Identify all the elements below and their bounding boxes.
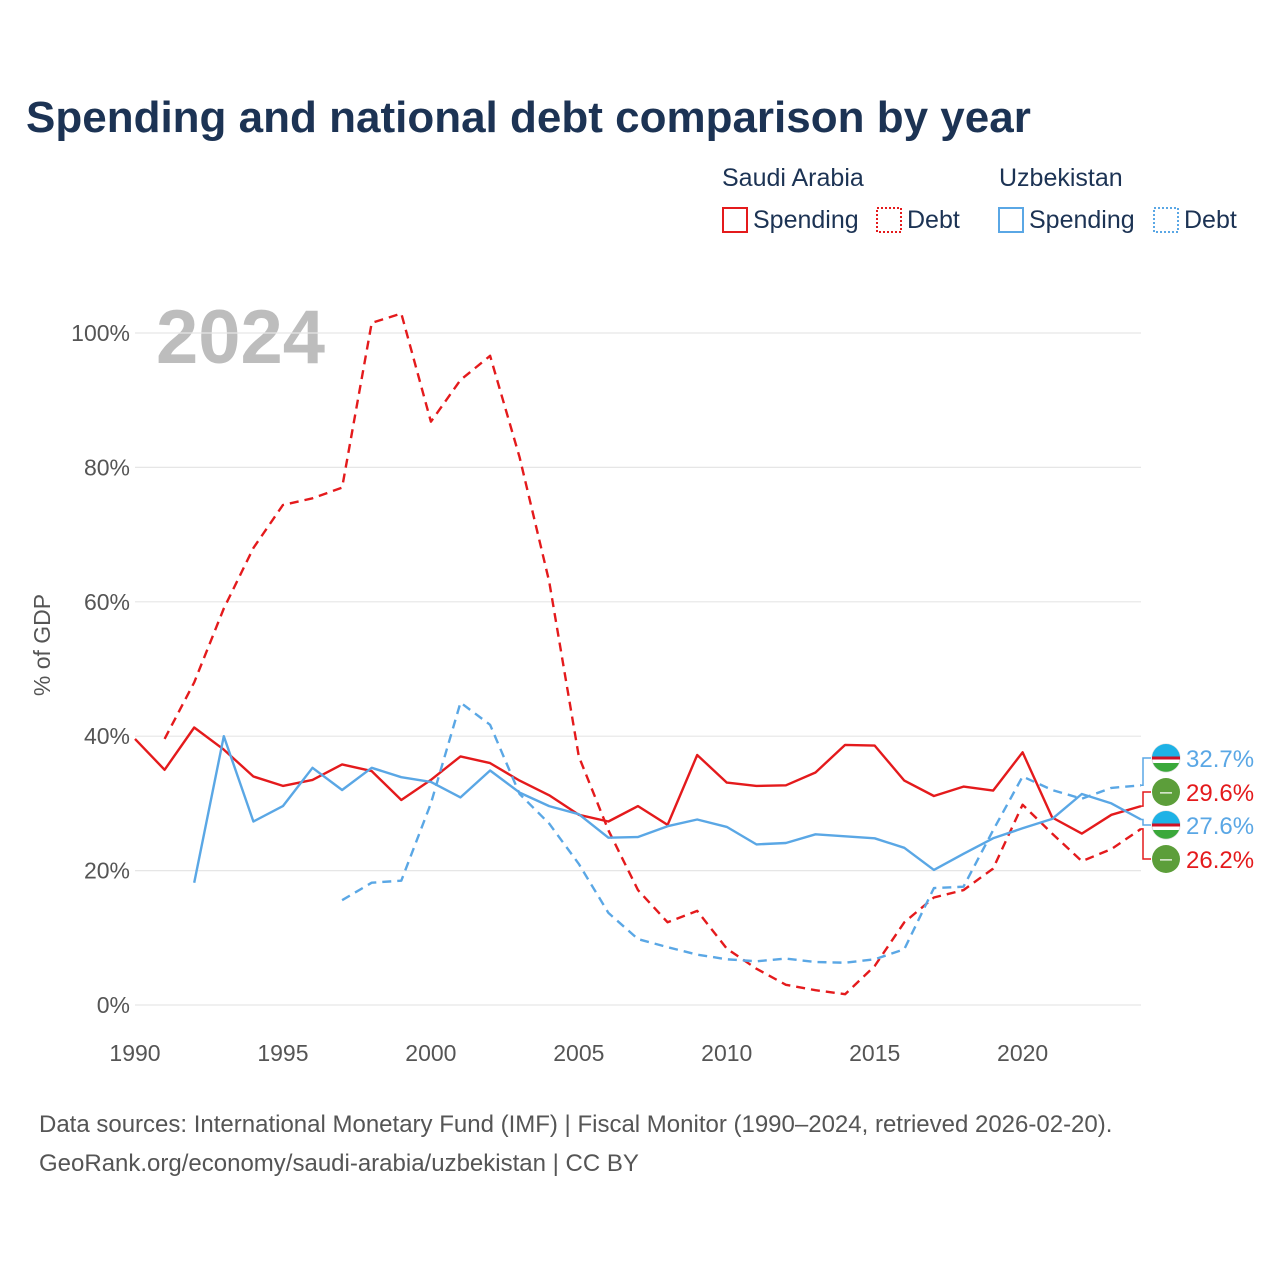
end-label-connector [1141,757,1151,787]
saudi-flag-disc [1152,778,1180,806]
uzbekistan-flag-icon [1151,743,1181,773]
uzbek-flag-stripe [1152,823,1180,827]
x-tick-label: 2020 [997,1040,1048,1066]
end-label-connector [1141,791,1151,807]
y-tick-label: 20% [84,858,130,884]
end-value-label: 32.7% [1186,746,1254,773]
saudi-flag-icon: — [1152,845,1180,873]
legend-uzbek-debt-label: Debt [1184,206,1237,234]
legend-uzbek-spending-label: Spending [1029,206,1135,234]
uzbek-flag-bottom [1153,763,1179,772]
legend-group-saudi-arabia: Saudi Arabia [722,164,864,192]
legend-uzbek-spending-swatch [998,207,1024,233]
legend-saudi-spending-label: Spending [753,206,859,234]
legend-saudi-debt-label: Debt [907,206,960,234]
end-value-label: 27.6% [1186,813,1254,840]
year-watermark: 2024 [156,295,325,380]
data-source-note: Data sources: International Monetary Fun… [39,1111,1112,1138]
saudi-flag-icon: — [1152,778,1180,806]
y-tick-label: 0% [97,992,130,1018]
x-tick-label: 1990 [109,1040,160,1066]
x-tick-label: 2000 [405,1040,456,1066]
legend-saudi-debt-swatch [876,207,902,233]
uzbekistan-flag-icon [1151,810,1181,840]
series-line-saudi-arabia-debt [163,312,1142,996]
x-tick-label: 2015 [849,1040,900,1066]
end-value-label: 29.6% [1186,780,1254,807]
x-tick-label: 2010 [701,1040,752,1066]
y-tick-label: 80% [84,454,130,480]
saudi-flag-emblem: — [1160,852,1172,866]
y-tick-label: 60% [84,589,130,615]
chart-title: Spending and national debt comparison by… [26,93,1031,142]
saudi-flag-disc [1152,845,1180,873]
uzbek-flag-top [1152,744,1180,758]
legend-uzbek-debt-swatch [1153,207,1179,233]
legend-saudi-spending-swatch [722,207,748,233]
series-line-uzbekistan-debt [341,701,1142,964]
y-tick-label: 100% [71,320,130,346]
legend: Saudi Arabia Uzbekistan Spending Debt Sp… [722,164,1237,234]
y-axis-ticks: 0% 20% 40% 60% 80% 100% [71,320,130,1018]
uzbek-flag-stripe [1152,756,1180,760]
series-line-saudi-arabia-spending [134,726,1142,835]
end-labels: 32.7% — 29.6% 27.6% — 26.2% [1141,743,1254,874]
series-lines [134,312,1142,996]
x-axis-ticks: 1990 1995 2000 2005 2010 2015 2020 [109,1040,1048,1066]
uzbek-flag-top [1152,811,1180,825]
grid-lines [135,332,1141,1006]
source-link[interactable]: GeoRank.org/economy/saudi-arabia/uzbekis… [39,1150,639,1177]
end-label-connector [1141,818,1151,826]
y-tick-label: 40% [84,723,130,749]
series-line-uzbekistan-spending [193,735,1142,883]
x-tick-label: 2005 [553,1040,604,1066]
end-value-label: 26.2% [1186,847,1254,874]
legend-group-uzbekistan: Uzbekistan [999,164,1123,192]
saudi-flag-emblem: — [1160,785,1172,799]
end-label-connector [1141,828,1151,860]
x-tick-label: 1995 [257,1040,308,1066]
y-axis-label: % of GDP [29,594,55,696]
uzbek-flag-bottom [1153,830,1179,839]
